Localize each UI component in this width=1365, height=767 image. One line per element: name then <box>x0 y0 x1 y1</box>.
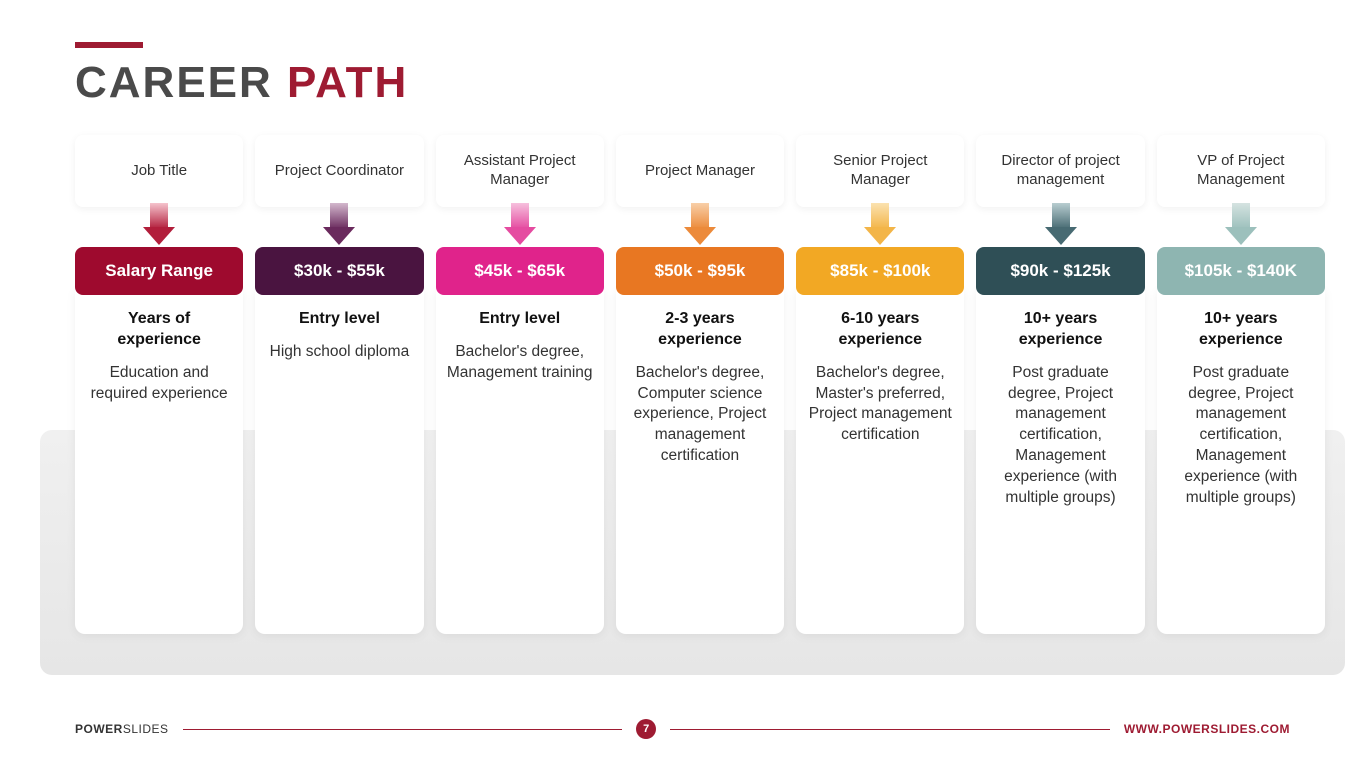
experience-label: 10+ years experience <box>986 309 1134 351</box>
column-body: Years of experience Education and require… <box>75 289 243 634</box>
arrow-down-icon <box>75 203 243 251</box>
footer-line-right <box>670 729 1110 730</box>
career-columns-grid: Job TitleSalary RangeYears of experience… <box>75 135 1325 634</box>
title-part1: CAREER <box>75 58 273 107</box>
career-column: Assistant Project Manager$45k - $65kEntr… <box>436 135 604 634</box>
arrow-down-icon <box>616 203 784 251</box>
career-column: Project Manager$50k - $95k2-3 years expe… <box>616 135 784 634</box>
education-text: Post graduate degree, Project management… <box>986 363 1134 509</box>
career-column: Job TitleSalary RangeYears of experience… <box>75 135 243 634</box>
experience-label: Entry level <box>446 309 594 330</box>
column-header: Project Coordinator <box>255 135 423 207</box>
footer-brand-bold: POWER <box>75 722 123 736</box>
page-number: 7 <box>636 719 656 739</box>
salary-box: $90k - $125k <box>976 247 1144 295</box>
column-header: Project Manager <box>616 135 784 207</box>
page-title: CAREER PATH <box>75 58 408 108</box>
salary-box: $30k - $55k <box>255 247 423 295</box>
footer-brand: POWERSLIDES <box>75 722 169 736</box>
career-column: Senior Project Manager$85k - $100k6-10 y… <box>796 135 964 634</box>
experience-label: Entry level <box>265 309 413 330</box>
column-body: 10+ years experience Post graduate degree… <box>976 289 1144 634</box>
column-header: Job Title <box>75 135 243 207</box>
career-column: Project Coordinator$30k - $55kEntry leve… <box>255 135 423 634</box>
education-text: Post graduate degree, Project management… <box>1167 363 1315 509</box>
education-text: Bachelor's degree, Management training <box>446 342 594 384</box>
salary-box: $85k - $100k <box>796 247 964 295</box>
salary-box: $45k - $65k <box>436 247 604 295</box>
footer-brand-rest: SLIDES <box>123 722 169 736</box>
slide-footer: POWERSLIDES 7 WWW.POWERSLIDES.COM <box>75 719 1290 739</box>
title-part2: PATH <box>287 58 408 107</box>
arrow-down-icon <box>436 203 604 251</box>
column-header: VP of Project Management <box>1157 135 1325 207</box>
education-text: Bachelor's degree, Computer science expe… <box>626 363 774 468</box>
title-accent-bar <box>75 42 143 48</box>
salary-box: Salary Range <box>75 247 243 295</box>
arrow-down-icon <box>1157 203 1325 251</box>
column-body: Entry level High school diploma <box>255 289 423 634</box>
education-text: Bachelor's degree, Master's preferred, P… <box>806 363 954 447</box>
column-body: 2-3 years experience Bachelor's degree, C… <box>616 289 784 634</box>
experience-label: Years of experience <box>85 309 233 351</box>
experience-label: 10+ years experience <box>1167 309 1315 351</box>
footer-line-left <box>183 729 623 730</box>
column-body: 6-10 years experience Bachelor's degree, … <box>796 289 964 634</box>
column-body: Entry level Bachelor's degree, Management… <box>436 289 604 634</box>
arrow-down-icon <box>976 203 1144 251</box>
education-text: Education and required experience <box>85 363 233 405</box>
arrow-down-icon <box>796 203 964 251</box>
column-header: Senior Project Manager <box>796 135 964 207</box>
education-text: High school diploma <box>265 342 413 363</box>
experience-label: 6-10 years experience <box>806 309 954 351</box>
column-header: Director of project management <box>976 135 1144 207</box>
column-body: 10+ years experience Post graduate degree… <box>1157 289 1325 634</box>
footer-url: WWW.POWERSLIDES.COM <box>1124 722 1290 736</box>
experience-label: 2-3 years experience <box>626 309 774 351</box>
column-header: Assistant Project Manager <box>436 135 604 207</box>
career-column: VP of Project Management$105k - $140K10+… <box>1157 135 1325 634</box>
salary-box: $50k - $95k <box>616 247 784 295</box>
salary-box: $105k - $140K <box>1157 247 1325 295</box>
arrow-down-icon <box>255 203 423 251</box>
career-column: Director of project management $90k - $12… <box>976 135 1144 634</box>
